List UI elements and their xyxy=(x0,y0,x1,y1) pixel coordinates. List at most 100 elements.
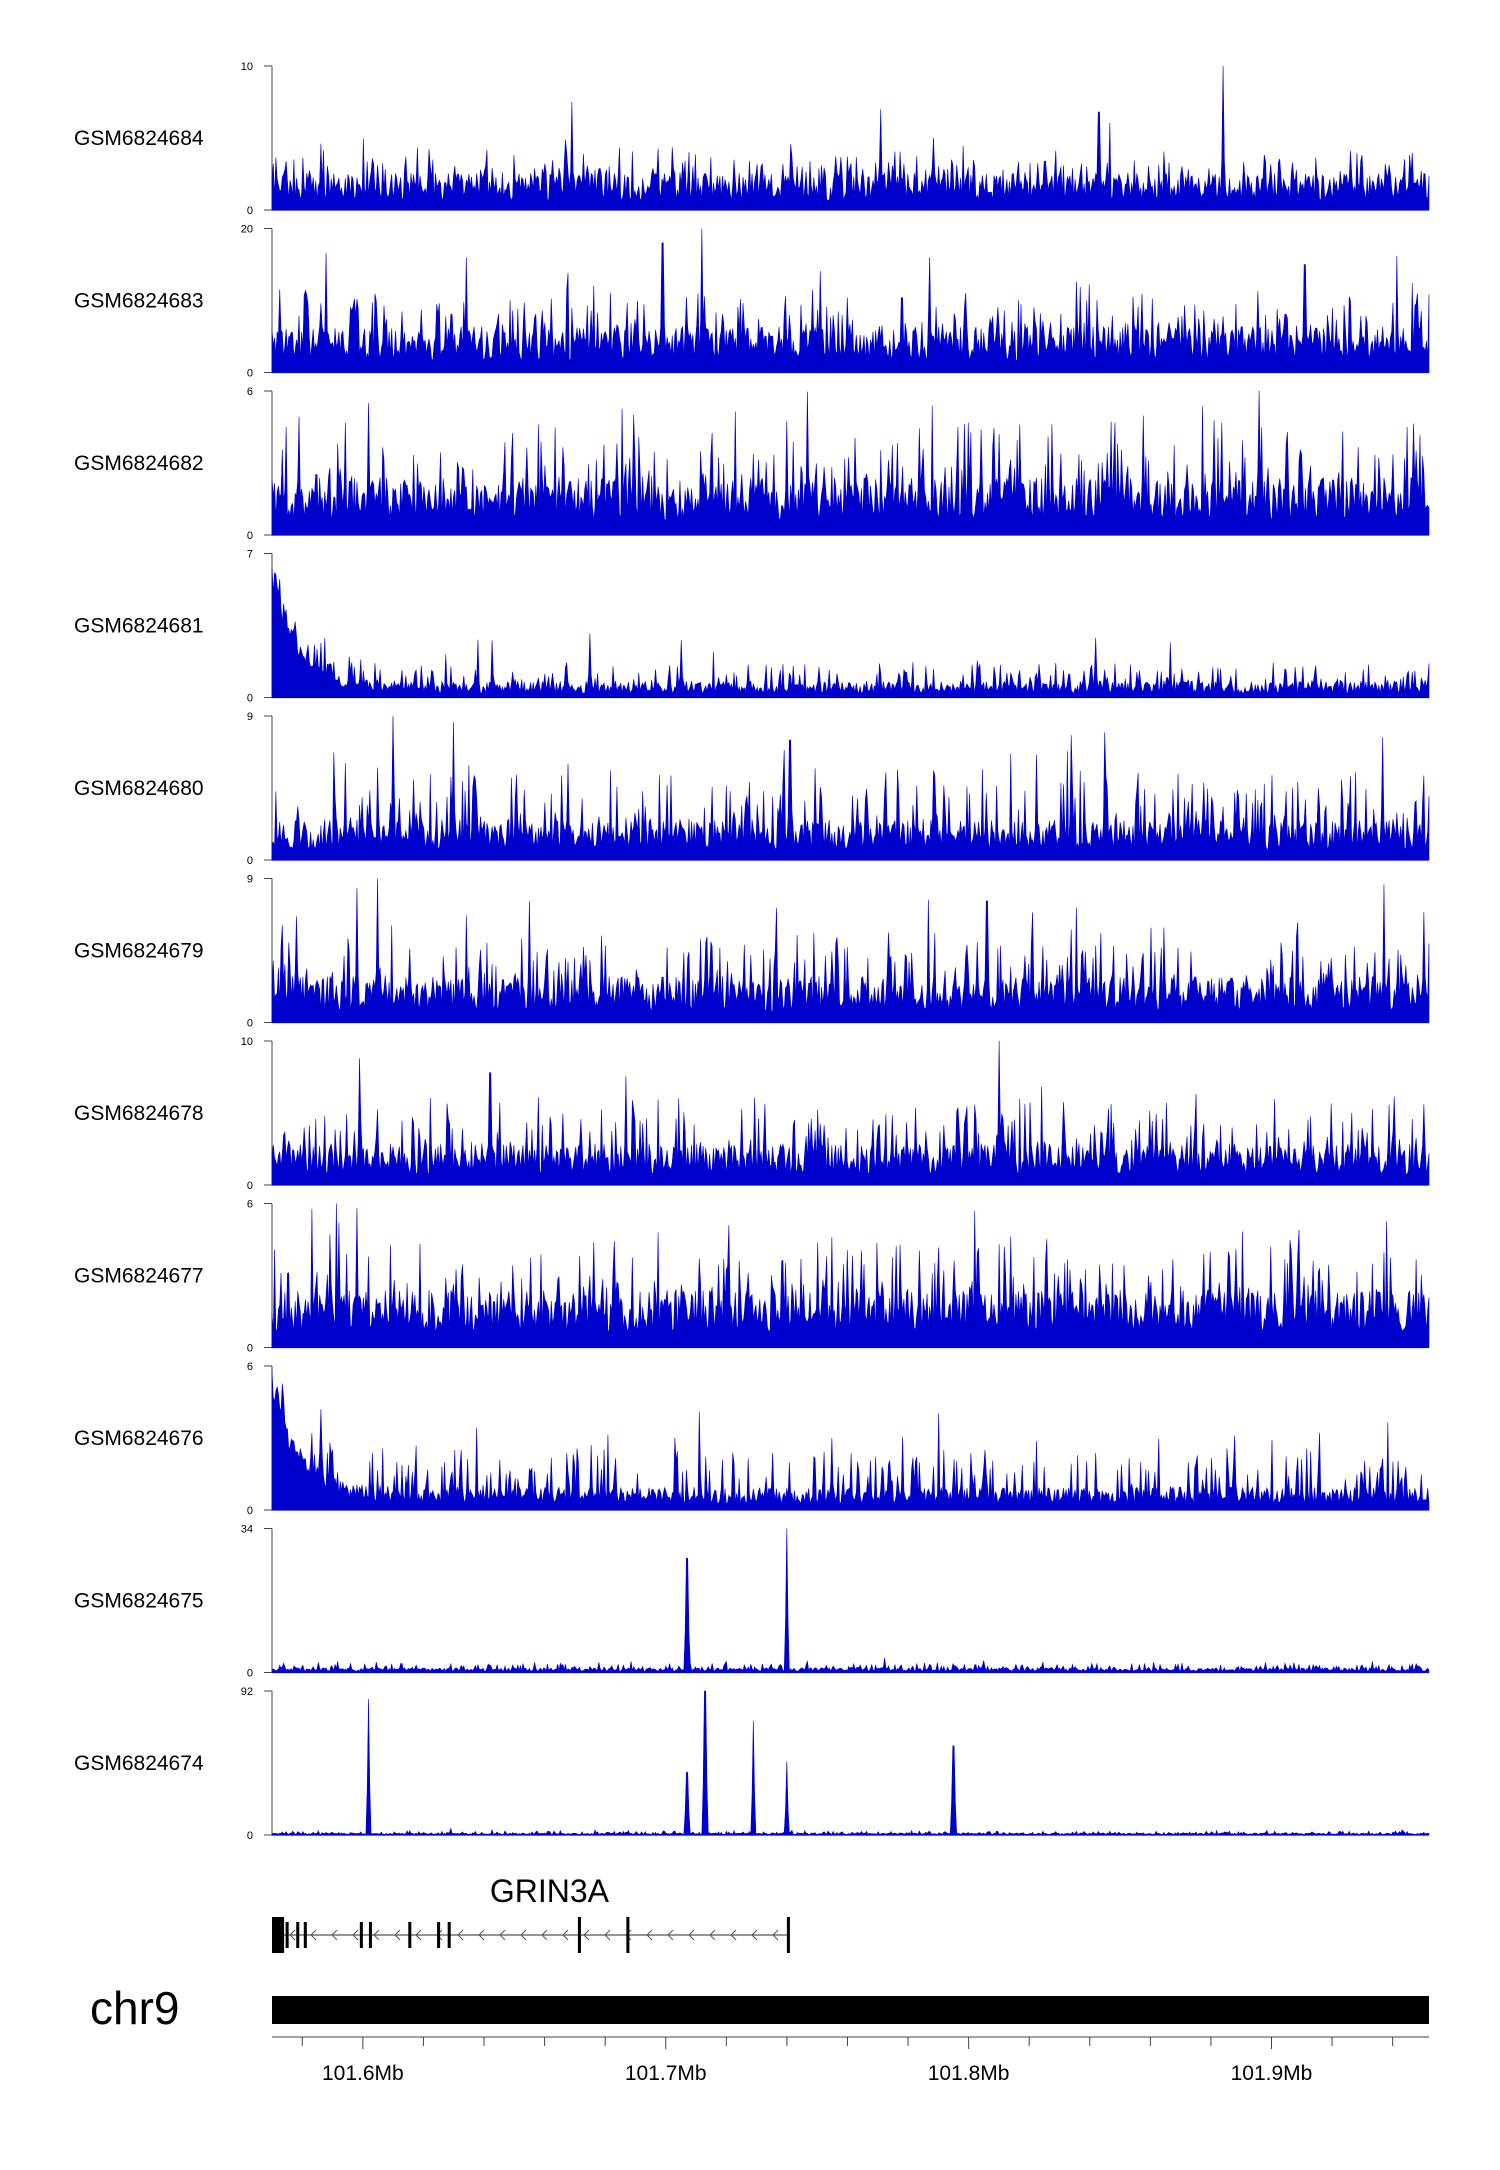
track-GSM6824683: GSM6824683 20 0 xyxy=(74,224,1430,380)
coverage-area xyxy=(271,715,1430,861)
y-tick-label-zero: 0 xyxy=(247,1830,253,1842)
gene-annotation-track: GRIN3A xyxy=(272,1873,790,1953)
chromosome-track: chr9 xyxy=(90,1982,1429,2034)
y-tick-label-max: 9 xyxy=(247,711,253,723)
strand-arrow xyxy=(646,1929,653,1941)
y-tick-label-max: 10 xyxy=(241,61,253,73)
track-GSM6824680: GSM6824680 9 0 xyxy=(74,711,1430,867)
y-tick-label-zero: 0 xyxy=(247,368,253,380)
strand-arrow xyxy=(373,1929,380,1941)
x-tick-label: 101.7Mb xyxy=(625,2062,707,2085)
track-label: GSM6824684 xyxy=(74,127,204,150)
y-tick-label-max: 6 xyxy=(247,1361,253,1373)
chromosome-label: chr9 xyxy=(90,1982,179,2034)
track-GSM6824679: GSM6824679 9 0 xyxy=(74,874,1430,1030)
track-label: GSM6824674 xyxy=(74,1752,204,1775)
y-tick-label-max: 92 xyxy=(241,1686,253,1698)
coverage-area xyxy=(271,1528,1430,1673)
y-tick-label-zero: 0 xyxy=(247,855,253,867)
track-GSM6824675: GSM6824675 34 0 xyxy=(74,1524,1430,1680)
track-label: GSM6824681 xyxy=(74,615,204,638)
track-GSM6824676: GSM6824676 6 0 xyxy=(74,1361,1430,1517)
exon xyxy=(626,1917,630,1953)
y-tick-label-max: 7 xyxy=(247,549,253,561)
strand-arrow xyxy=(772,1929,779,1941)
strand-arrow xyxy=(709,1929,716,1941)
track-label: GSM6824682 xyxy=(74,452,204,475)
exon xyxy=(437,1922,441,1948)
track-label: GSM6824678 xyxy=(74,1102,204,1125)
coverage-tracks: GSM6824684100GSM6824683200GSM682468260GS… xyxy=(74,61,1430,1842)
y-tick-label-max: 20 xyxy=(241,224,253,236)
y-tick-label-zero: 0 xyxy=(247,530,253,542)
strand-arrow xyxy=(289,1929,296,1941)
y-tick-label-zero: 0 xyxy=(247,1343,253,1355)
exon xyxy=(296,1922,300,1948)
y-tick-label-zero: 0 xyxy=(247,1180,253,1192)
x-tick-label: 101.6Mb xyxy=(322,2062,404,2085)
strand-arrow xyxy=(457,1929,464,1941)
exon xyxy=(368,1922,372,1948)
genomic-x-axis: 101.6Mb 101.7Mb 101.8Mb 101.9Mb xyxy=(272,2036,1429,2085)
coverage-area xyxy=(271,228,1430,373)
strand-arrow xyxy=(415,1929,422,1941)
strand-arrow xyxy=(583,1929,590,1941)
strand-arrow xyxy=(436,1929,443,1941)
y-tick-label-max: 10 xyxy=(241,1036,253,1048)
track-label: GSM6824679 xyxy=(74,940,204,963)
y-tick-label-max: 9 xyxy=(247,874,253,886)
track-GSM6824674: GSM6824674 92 0 xyxy=(74,1686,1430,1842)
y-tick-label-zero: 0 xyxy=(247,205,253,217)
track-GSM6824678: GSM6824678 10 0 xyxy=(74,1036,1430,1192)
coverage-area xyxy=(271,65,1430,211)
strand-arrow xyxy=(562,1929,569,1941)
y-tick-label-zero: 0 xyxy=(247,693,253,705)
chromosome-bar xyxy=(272,1996,1429,2024)
track-GSM6824677: GSM6824677 6 0 xyxy=(74,1199,1430,1355)
strand-arrow xyxy=(331,1929,338,1941)
track-label: GSM6824683 xyxy=(74,290,204,313)
track-label: GSM6824675 xyxy=(74,1590,204,1613)
exon xyxy=(577,1917,581,1953)
coverage-area xyxy=(271,1690,1430,1836)
strand-arrow xyxy=(604,1929,611,1941)
strand-arrow xyxy=(310,1929,317,1941)
exon xyxy=(285,1922,289,1948)
exon xyxy=(272,1917,285,1953)
track-GSM6824681: GSM6824681 7 0 xyxy=(74,549,1430,705)
coverage-area xyxy=(271,1040,1430,1186)
track-GSM6824684: GSM6824684 10 0 xyxy=(74,61,1430,217)
y-tick-label-zero: 0 xyxy=(247,1668,253,1680)
x-tick-label: 101.9Mb xyxy=(1231,2062,1313,2085)
strand-arrow xyxy=(541,1929,548,1941)
y-tick-label-zero: 0 xyxy=(247,1505,253,1517)
strand-arrow xyxy=(667,1929,674,1941)
gene-label: GRIN3A xyxy=(490,1873,610,1909)
strand-arrow xyxy=(478,1929,485,1941)
x-tick-label: 101.8Mb xyxy=(928,2062,1010,2085)
coverage-area xyxy=(271,1203,1430,1348)
track-GSM6824682: GSM6824682 6 0 xyxy=(74,386,1430,542)
y-tick-label-zero: 0 xyxy=(247,1018,253,1030)
strand-arrow xyxy=(520,1929,527,1941)
y-tick-label-max: 34 xyxy=(241,1524,253,1536)
track-label: GSM6824676 xyxy=(74,1427,204,1450)
coverage-area xyxy=(271,1370,1430,1511)
coverage-area xyxy=(271,390,1430,536)
y-tick-label-max: 6 xyxy=(247,386,253,398)
strand-arrow xyxy=(751,1929,758,1941)
strand-arrow xyxy=(688,1929,695,1941)
track-label: GSM6824677 xyxy=(74,1265,204,1288)
strand-arrow xyxy=(394,1929,401,1941)
coverage-area xyxy=(271,567,1430,698)
exon xyxy=(303,1922,307,1948)
strand-arrow xyxy=(730,1929,737,1941)
track-label: GSM6824680 xyxy=(74,777,204,800)
y-tick-label-max: 6 xyxy=(247,1199,253,1211)
exon xyxy=(447,1922,451,1948)
exon xyxy=(786,1917,790,1953)
coverage-area xyxy=(271,878,1430,1023)
exon xyxy=(359,1922,363,1948)
strand-arrow xyxy=(499,1929,506,1941)
